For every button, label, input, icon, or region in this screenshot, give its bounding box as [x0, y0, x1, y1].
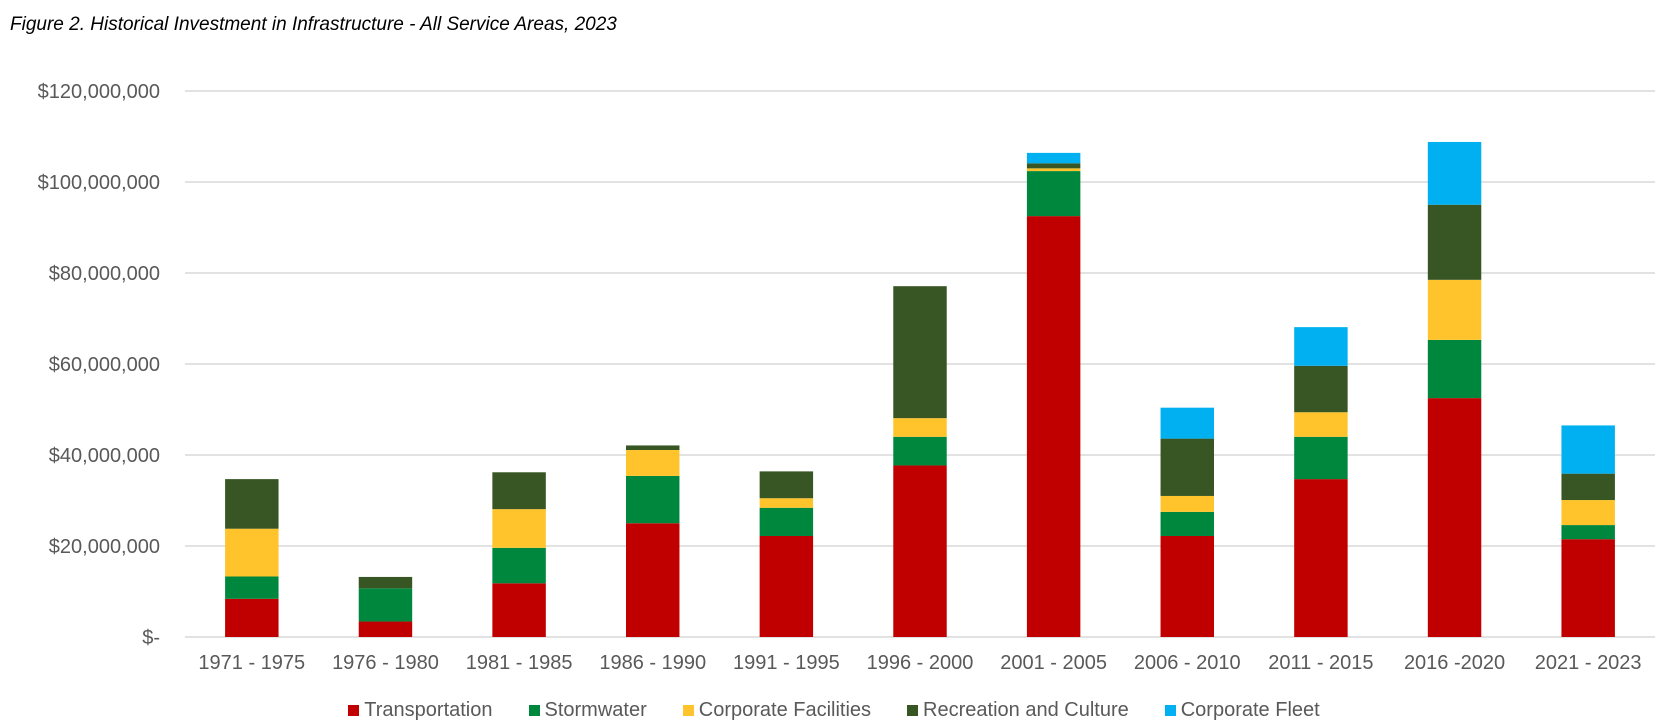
bar-segment-stormwater [1294, 436, 1348, 480]
bar-segment-recreation-and-culture [1427, 204, 1482, 280]
bar-segment-corporate-facilities [759, 498, 814, 508]
bar-segment-transportation [1427, 398, 1482, 637]
bar-segment-corporate-facilities [1561, 500, 1615, 526]
legend-item: Recreation and Culture [907, 699, 1129, 722]
x-tick-label: 1996 - 2000 [867, 652, 974, 674]
bar-segment-stormwater [1160, 511, 1214, 536]
x-tick-label: 2006 - 2010 [1134, 652, 1241, 674]
x-tick-label: 2021 - 2023 [1535, 652, 1642, 674]
bar-segment-corporate-facilities [1026, 168, 1081, 172]
x-tick-label: 1971 - 1975 [198, 652, 305, 674]
bar-segment-recreation-and-culture [1294, 365, 1348, 413]
bar-segment-corporate-facilities [1427, 279, 1482, 340]
y-tick-label: $120,000,000 [38, 81, 160, 103]
bar-segment-corporate-facilities [626, 449, 680, 476]
bar-segment-recreation-and-culture [759, 471, 814, 499]
bar-segment-transportation [1026, 216, 1081, 637]
bar-segment-recreation-and-culture [1160, 438, 1214, 496]
bar-segment-corporate-facilities [1294, 412, 1348, 437]
legend-item: Stormwater [528, 698, 647, 722]
y-tick-label: $- [142, 627, 160, 649]
bar-segment-transportation [358, 621, 413, 637]
bar-segment-corporate-fleet [1561, 425, 1615, 474]
bar-segment-corporate-facilities [225, 528, 279, 577]
bar-segment-stormwater [1561, 525, 1615, 540]
bar-segment-recreation-and-culture [225, 479, 279, 529]
bar-segment-transportation [1294, 479, 1348, 637]
x-axis-tick-labels: 1971 - 1975 1976 - 1980 1981 - 1985 1986 - … [198, 652, 1641, 674]
bar-segment-transportation [1160, 535, 1214, 637]
figure-title: Figure 2. Historical Investment in Infra… [10, 14, 617, 35]
x-tick-label: 2016 -2020 [1404, 652, 1505, 674]
legend: Transportation Stormwater Corporate Facili… [0, 695, 1668, 725]
bar-segment-recreation-and-culture [626, 445, 680, 450]
y-tick-label: $100,000,000 [38, 172, 160, 194]
bar-segment-stormwater [626, 475, 680, 524]
bar-segment-corporate-fleet [1026, 152, 1081, 164]
bar-segment-corporate-facilities [1160, 495, 1214, 512]
x-tick-label: 2011 - 2015 [1268, 652, 1373, 674]
bar-segment-transportation [626, 523, 680, 637]
bar-segment-transportation [759, 535, 814, 637]
bar-segment-recreation-and-culture [1026, 163, 1081, 169]
y-tick-label: $80,000,000 [49, 263, 160, 285]
bar-segment-corporate-fleet [1160, 407, 1214, 439]
legend-swatch [348, 704, 360, 716]
bar-segment-transportation [225, 598, 279, 637]
bar-segment-stormwater [893, 436, 947, 466]
bar-segment-recreation-and-culture [893, 286, 947, 419]
legend-swatch [528, 704, 540, 716]
bar-segment-recreation-and-culture [492, 472, 546, 510]
bar-segment-transportation [1561, 539, 1615, 637]
bar-segment-stormwater [492, 547, 546, 584]
bar-segment-corporate-facilities [893, 418, 947, 437]
bar-segment-stormwater [358, 588, 413, 622]
bar-segment-stormwater [1427, 339, 1482, 399]
bar-segment-corporate-facilities [492, 509, 546, 548]
legend-swatch [1164, 704, 1176, 716]
bar-segment-transportation [893, 465, 947, 637]
legend-label: Recreation and Culture [923, 698, 1129, 721]
bar-segment-stormwater [225, 576, 279, 599]
bar-segment-stormwater [1026, 171, 1081, 217]
bar-segment-recreation-and-culture [1561, 473, 1615, 501]
bar-segment-transportation [492, 583, 546, 637]
y-tick-label: $20,000,000 [49, 536, 160, 558]
x-tick-label: 1986 - 1990 [599, 652, 706, 674]
bar-segment-corporate-fleet [1427, 141, 1482, 205]
legend-swatch [682, 704, 694, 716]
bar-segment-corporate-fleet [1294, 327, 1348, 366]
bar-segment-stormwater [759, 507, 814, 536]
y-axis-tick-labels: $- $20,000,000 $40,000,000 $60,000,000 $80,0… [38, 81, 160, 649]
x-tick-label: 1976 - 1980 [332, 652, 439, 674]
bars [225, 141, 1615, 637]
legend-label: Stormwater [544, 698, 647, 721]
legend-swatch [907, 704, 919, 716]
legend-label: Transportation [364, 698, 493, 721]
x-tick-label: 2001 - 2005 [1000, 652, 1107, 674]
x-tick-label: 1981 - 1985 [466, 652, 573, 674]
legend-label: Corporate Fleet [1180, 698, 1320, 721]
x-tick-label: 1991 - 1995 [733, 652, 840, 674]
y-tick-label: $60,000,000 [49, 354, 160, 376]
y-tick-label: $40,000,000 [49, 445, 160, 467]
legend-item: Transportation [348, 698, 493, 722]
legend-item: Corporate Facilities [682, 698, 872, 722]
legend-label: Corporate Facilities [698, 698, 872, 721]
bar-segment-recreation-and-culture [358, 576, 413, 589]
legend-item: Corporate Fleet [1164, 698, 1320, 722]
